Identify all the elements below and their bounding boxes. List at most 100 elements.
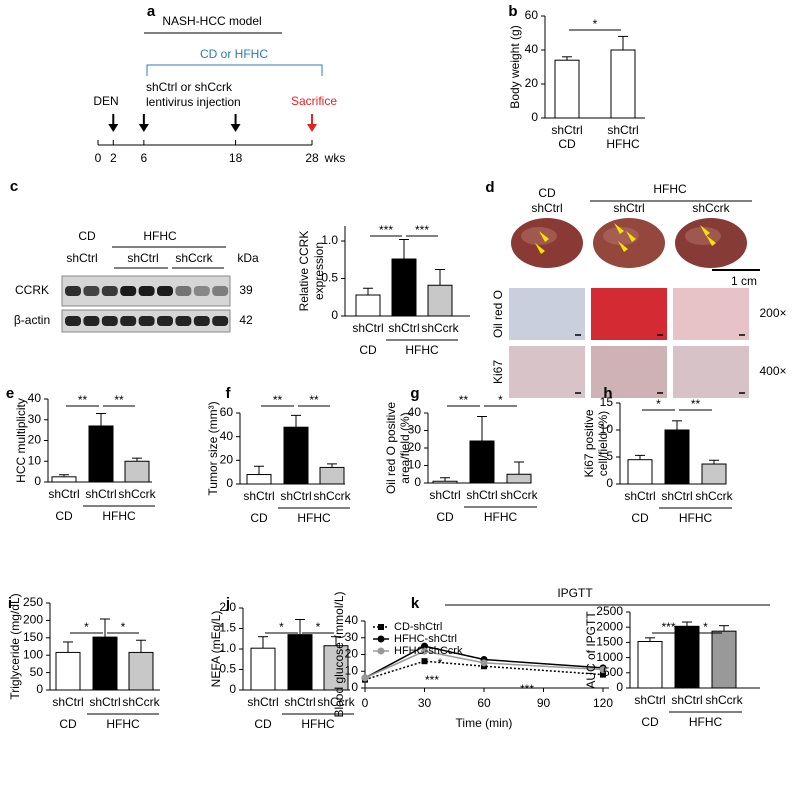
blot-lane: shCtrl — [127, 251, 158, 265]
y-tick-label: 0 — [36, 682, 43, 696]
y-tick-label: 500 — [603, 665, 623, 679]
tumor-arrow — [626, 231, 636, 242]
bar — [701, 463, 727, 485]
line — [364, 650, 604, 679]
image-row-label: Oil red O — [491, 290, 505, 338]
bar — [283, 426, 309, 485]
y-tick-label: 60 — [525, 8, 539, 22]
group-label: CD — [631, 511, 649, 525]
image-header: HFHC — [653, 182, 687, 196]
sacrifice-label: Sacrifice — [291, 94, 337, 108]
bar — [506, 473, 532, 484]
blot-band — [212, 316, 229, 326]
x-tick-label: shCtrl — [352, 321, 383, 335]
x-tick-label: 90 — [537, 696, 551, 710]
panel-letter: f — [226, 385, 232, 402]
annotation: * — [438, 656, 443, 670]
bar — [674, 625, 700, 689]
y-axis-label: cell/field (%) — [596, 411, 610, 476]
arrow-head — [230, 124, 241, 132]
group-label: CD — [250, 511, 268, 525]
bar — [246, 474, 272, 485]
significance-label: ** — [78, 393, 88, 407]
blot-band — [65, 316, 81, 326]
blot-band — [101, 316, 118, 326]
panel-letter: j — [225, 595, 230, 612]
y-axis-label: HCC multiplicity — [14, 398, 28, 483]
bar — [250, 647, 276, 691]
marker — [600, 671, 606, 678]
x-tick-label: shCcrk — [313, 489, 351, 503]
significance-label: * — [84, 620, 89, 634]
image-header: shCcrk — [692, 201, 730, 215]
significance-label: * — [703, 620, 708, 634]
y-axis-label: area/field (%) — [398, 412, 412, 483]
significance-label: *** — [379, 223, 393, 237]
bar — [610, 49, 636, 119]
histology-image — [509, 346, 585, 398]
tumor-arrow — [706, 235, 716, 246]
x-tick-label: shCcrk — [118, 487, 156, 501]
timeline-tick-label: 0 — [95, 151, 102, 165]
y-tick-label: 250 — [23, 595, 43, 609]
x-tick-label: shCcrk — [317, 695, 355, 709]
significance-label: * — [498, 393, 503, 407]
group-label: CD — [55, 509, 73, 523]
legend-label: CD-shCtrl — [394, 621, 442, 633]
y-tick-label: 30 — [408, 423, 422, 437]
blot-group: CD — [78, 229, 96, 243]
tumor-arrow — [539, 231, 549, 242]
blot-band — [138, 286, 155, 296]
y-tick-label: 1000 — [596, 650, 623, 664]
x-tick-label: shCtrl — [284, 695, 315, 709]
liver-highlight — [603, 227, 639, 245]
magnification: 200× — [759, 306, 786, 320]
bar — [124, 460, 150, 483]
significance-label: * — [656, 397, 661, 411]
panel-letter: a — [147, 3, 156, 20]
y-axis-label: Blood glucose (mmol/L) — [332, 591, 346, 717]
timeline-unit: wks — [324, 151, 346, 165]
blot-band — [175, 286, 192, 296]
significance-label: *** — [415, 223, 429, 237]
x-axis-label: Time (min) — [456, 716, 513, 730]
x-tick-label: shCtrl — [52, 695, 83, 709]
blot-band — [212, 286, 229, 296]
x-tick-label: shCtrl — [48, 487, 79, 501]
tumor-arrow — [700, 225, 710, 236]
x-tick-label: shCtrl — [551, 123, 582, 137]
significance-label: * — [593, 17, 598, 31]
y-axis-label: Ki67 positive — [582, 409, 596, 477]
y-tick-label: 0 — [606, 476, 613, 490]
x-tick-label: shCtrl — [466, 488, 497, 502]
timeline-tick-label: 18 — [229, 151, 243, 165]
image-header: CD — [538, 186, 556, 200]
blot-unit: kDa — [237, 251, 259, 265]
y-tick-label: 200 — [23, 613, 43, 627]
x-tick-label: shCtrl — [243, 489, 274, 503]
y-axis-label: Oil red O positive — [384, 402, 398, 494]
bar — [51, 476, 77, 483]
bar — [711, 630, 737, 689]
image-header: shCtrl — [613, 201, 644, 215]
x-tick-label: 30 — [418, 696, 432, 710]
group-label: HFHC — [297, 511, 331, 525]
blot-row-label: β-actin — [14, 313, 50, 327]
bar — [287, 634, 313, 691]
y-axis-label: Relative CCRK — [297, 231, 311, 312]
x-tick-label: 60 — [477, 696, 491, 710]
tumor-arrow — [614, 223, 624, 234]
y-tick-label: 20 — [408, 440, 422, 454]
blot-kda: 39 — [239, 283, 253, 297]
annotation: *** — [520, 682, 534, 696]
y-tick-label: 1.0 — [219, 641, 236, 655]
marker — [421, 642, 428, 650]
bar — [637, 640, 663, 689]
y-axis-label: Body weight (g) — [508, 25, 522, 108]
y-tick-label: 60 — [220, 405, 234, 419]
x-tick-label: shCtrl — [85, 487, 116, 501]
magnification: 400× — [759, 364, 786, 378]
diet-bracket — [146, 64, 323, 76]
bar — [391, 258, 417, 317]
